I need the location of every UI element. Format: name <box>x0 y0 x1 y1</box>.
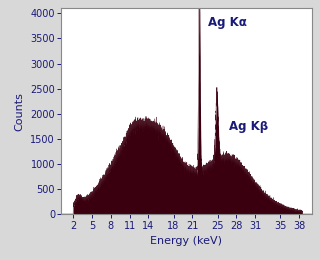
X-axis label: Energy (keV): Energy (keV) <box>150 236 222 246</box>
Text: Ag Kβ: Ag Kβ <box>229 120 268 133</box>
Text: Ag Kα: Ag Kα <box>208 16 247 29</box>
Y-axis label: Counts: Counts <box>15 92 25 131</box>
